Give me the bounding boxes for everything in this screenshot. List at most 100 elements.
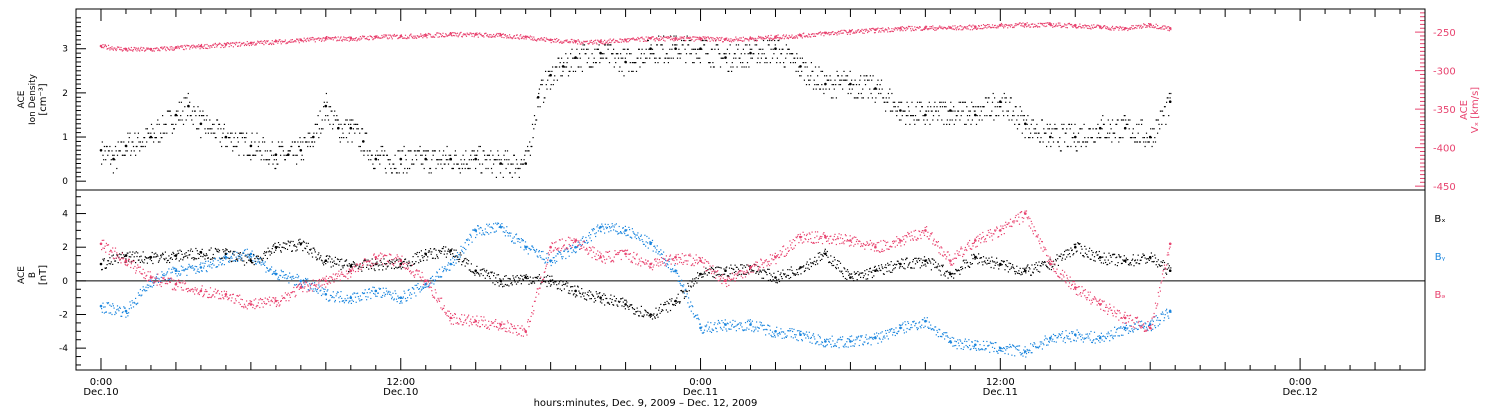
ion-density-sample [866, 75, 868, 77]
ion-density-sample [394, 154, 396, 156]
bx-sample [686, 290, 688, 293]
bx-sample [1003, 260, 1005, 262]
ion-density-sample [618, 70, 620, 72]
velocity-x-sample [144, 50, 146, 52]
bx-sample [975, 255, 977, 257]
bx-sample [592, 295, 595, 297]
velocity-x-sample [617, 41, 620, 43]
bx-sample [556, 288, 558, 290]
velocity-x-sample [1038, 26, 1040, 28]
ion-density-sample [1100, 119, 1102, 121]
bx-sample [905, 259, 907, 261]
bx-sample [101, 269, 103, 271]
ion-density-sample [950, 101, 952, 103]
ion-density-sample [447, 163, 450, 165]
bx-sample [465, 257, 467, 260]
bx-sample [147, 257, 149, 259]
bx-sample [441, 247, 443, 250]
ion-density-sample [475, 167, 477, 170]
velocity-x-sample [255, 44, 257, 46]
velocity-x-sample [674, 38, 676, 40]
by-point [349, 296, 353, 300]
ion-density-sample [441, 159, 443, 161]
velocity-x-sample [640, 37, 642, 39]
bx-sample [848, 274, 850, 276]
ion-density-sample [1129, 137, 1132, 139]
velocity-x-sample [282, 41, 284, 43]
velocity-x-sample [391, 36, 393, 38]
bx-sample [916, 260, 918, 262]
velocity-x-sample [854, 32, 856, 34]
velocity-x-sample [135, 49, 137, 51]
bx-sample [934, 266, 936, 269]
ion-density-sample [236, 145, 238, 148]
bx-sample [225, 249, 228, 251]
ion-density-sample [273, 159, 275, 161]
bx-sample [789, 269, 791, 271]
bx-sample [336, 263, 338, 265]
ion-density-sample [1163, 106, 1166, 108]
ion-density-sample [487, 167, 489, 170]
velocity-x-sample [875, 29, 877, 31]
ion-density-sample [355, 123, 357, 125]
bx-sample [811, 262, 813, 264]
velocity-x-sample [549, 39, 552, 41]
velocity-x-sample [454, 32, 456, 34]
ion-density-sample [149, 137, 151, 139]
bx-sample [689, 280, 691, 282]
bx-sample [320, 259, 323, 261]
velocity-x-sample [983, 27, 985, 29]
velocity-x-sample [684, 40, 686, 42]
velocity-x-sample [1127, 29, 1129, 32]
velocity-x-sample [386, 34, 388, 36]
bx-sample [1072, 254, 1074, 256]
ion-density-sample [1008, 119, 1010, 121]
velocity-x-sample [413, 35, 415, 37]
velocity-x-sample [512, 37, 514, 39]
velocity-x-sample [1132, 25, 1134, 27]
ion-density-sample [698, 48, 700, 50]
velocity-x-sample [284, 41, 286, 43]
velocity-x-sample [1066, 24, 1068, 26]
ion-density-sample [220, 128, 222, 130]
ion-density-sample [763, 53, 765, 55]
ion-density-sample [218, 123, 220, 125]
ion-density-sample [624, 57, 626, 59]
ion-density-sample [892, 110, 894, 112]
bx-sample [1095, 251, 1098, 253]
velocity-x-sample [189, 48, 191, 50]
bx-sample [274, 242, 276, 244]
ion-density-sample [197, 106, 199, 108]
bx-sample [391, 261, 393, 263]
velocity-x-sample [130, 46, 132, 49]
velocity-x-sample [421, 34, 423, 36]
velocity-x-sample [1109, 28, 1111, 30]
bx-sample [527, 275, 529, 278]
ion-density-sample [1093, 141, 1095, 143]
velocity-x-sample [477, 34, 479, 36]
ion-density-sample [1141, 119, 1143, 121]
ion-density-sample [788, 48, 790, 50]
ion-density-sample [579, 53, 581, 55]
bx-sample [255, 256, 257, 258]
by-sample [139, 288, 141, 291]
ion-density-sample [461, 163, 463, 165]
bx-sample [608, 302, 610, 304]
ion-density-sample [313, 132, 315, 134]
by-point [749, 323, 752, 326]
ion-density-sample [406, 172, 408, 174]
bx-sample [896, 260, 898, 262]
velocity-x-sample [417, 35, 419, 37]
ion-density-sample [796, 53, 798, 55]
ion-density-sample [570, 66, 572, 68]
velocity-x-sample [724, 39, 726, 41]
velocity-x-sample [1116, 26, 1118, 29]
ion-density-sample [743, 66, 745, 68]
velocity-x-sample [442, 32, 444, 34]
bx-sample [1096, 254, 1098, 256]
velocity-x-sample [1015, 24, 1017, 27]
velocity-x-sample [822, 32, 824, 34]
bx-sample [1009, 262, 1012, 265]
velocity-x-sample [921, 29, 923, 31]
velocity-x-sample [319, 38, 321, 40]
